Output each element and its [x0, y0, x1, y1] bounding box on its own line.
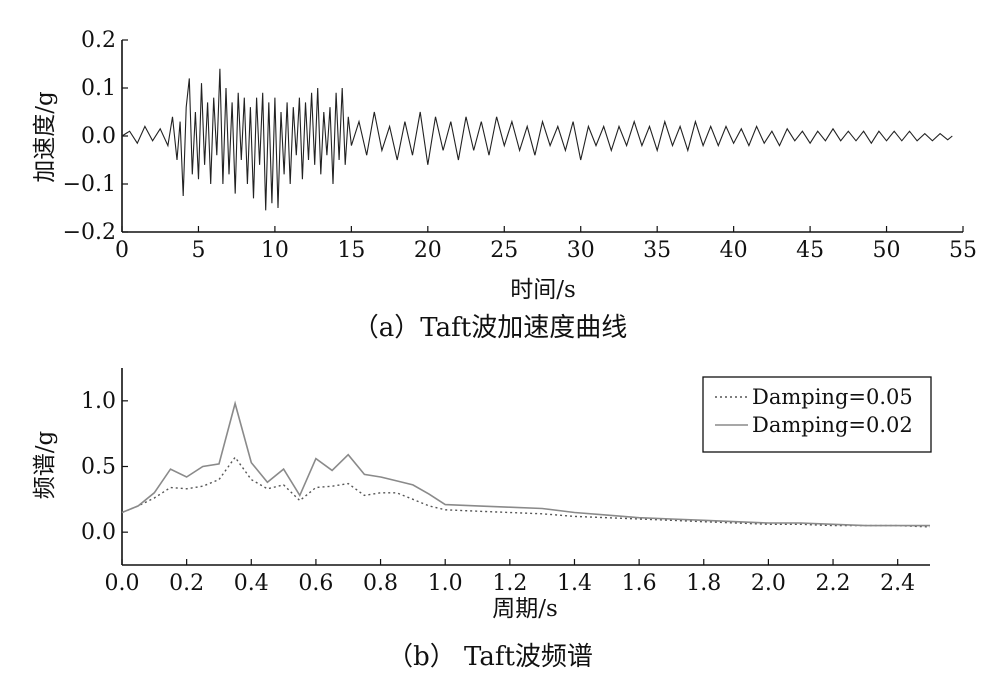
legend-label-damping-002: Damping=0.02 [752, 413, 913, 437]
a-y-tick-label: −0.2 [63, 220, 116, 245]
panel-b-legend: Damping=0.05 Damping=0.02 [702, 376, 932, 453]
panel-b-series-damping-002 [121, 400, 930, 527]
panel-b-ticks: 0.0 0.2 0.4 0.6 0.8 1.0 1.2 1.4 1.6 1.8 2.0 2.2 2.4 0… [81, 389, 915, 596]
panel-a-y-axis-label: 加速度/g [32, 91, 58, 183]
a-y-tick-label: 0.0 [81, 124, 116, 149]
panel-a-ticks: 0 5 10 15 20 25 30 35 40 45 50 55 −0.2 −0.1 0.0 0.1 0.2 [63, 28, 977, 263]
b-x-tick-label: 2.0 [751, 571, 786, 596]
a-x-tick-label: 15 [337, 238, 365, 263]
legend-label-damping-005: Damping=0.05 [752, 385, 913, 409]
panel-b-y-axis-label: 频谱/g [32, 430, 58, 499]
panel-b-x-axis-label: 周期/s [492, 596, 558, 622]
legend-box [702, 376, 932, 453]
a-x-tick-label: 20 [414, 238, 442, 263]
a-x-tick-label: 55 [949, 238, 977, 263]
a-x-tick-label: 0 [115, 238, 129, 263]
panel-b-caption: （b） Taft波频谱 [387, 642, 593, 672]
b-x-tick-label: 0.2 [169, 571, 204, 596]
b-x-tick-label: 0.6 [298, 571, 333, 596]
b-x-tick-label: 1.2 [492, 571, 527, 596]
b-x-tick-label: 2.2 [816, 571, 851, 596]
a-x-tick-label: 35 [643, 238, 671, 263]
panel-b-series-damping-005 [121, 456, 931, 528]
b-y-tick-label: 0.5 [81, 455, 116, 480]
a-x-tick-label: 40 [720, 238, 748, 263]
a-x-tick-label: 45 [796, 238, 824, 263]
b-x-tick-label: 1.4 [557, 571, 592, 596]
panel-a-acceleration-line [121, 68, 953, 211]
b-x-tick-label: 1.0 [428, 571, 463, 596]
a-x-tick-label: 30 [567, 238, 595, 263]
b-x-tick-label: 2.4 [880, 571, 915, 596]
b-x-tick-label: 1.8 [686, 571, 721, 596]
a-y-tick-label: −0.1 [63, 172, 116, 197]
b-x-tick-label: 0.8 [363, 571, 398, 596]
a-x-tick-label: 5 [191, 238, 205, 263]
a-x-tick-label: 25 [490, 238, 518, 263]
a-x-tick-label: 50 [873, 238, 901, 263]
a-y-tick-label: 0.2 [81, 28, 116, 53]
panel-a: 0 5 10 15 20 25 30 35 40 45 50 55−0.2−0.10.00.10.2 … [32, 28, 977, 343]
panel-b: 0.0 0.2 0.4 0.6 0.8 1.0 1.2 1.4 1.6 1.8 2.0 2.2 2.4 0… [32, 368, 932, 672]
b-x-tick-label: 0.0 [105, 571, 140, 596]
a-y-tick-label: 0.1 [81, 76, 116, 101]
panel-a-x-axis-label: 时间/s [510, 277, 576, 303]
b-y-tick-label: 1.0 [81, 389, 116, 414]
b-y-tick-label: 0.0 [81, 520, 116, 545]
b-x-tick-label: 0.4 [234, 571, 269, 596]
a-x-tick-label: 10 [261, 238, 289, 263]
panel-a-caption: （a）Taft波加速度曲线 [353, 313, 627, 343]
b-x-tick-label: 1.6 [622, 571, 657, 596]
